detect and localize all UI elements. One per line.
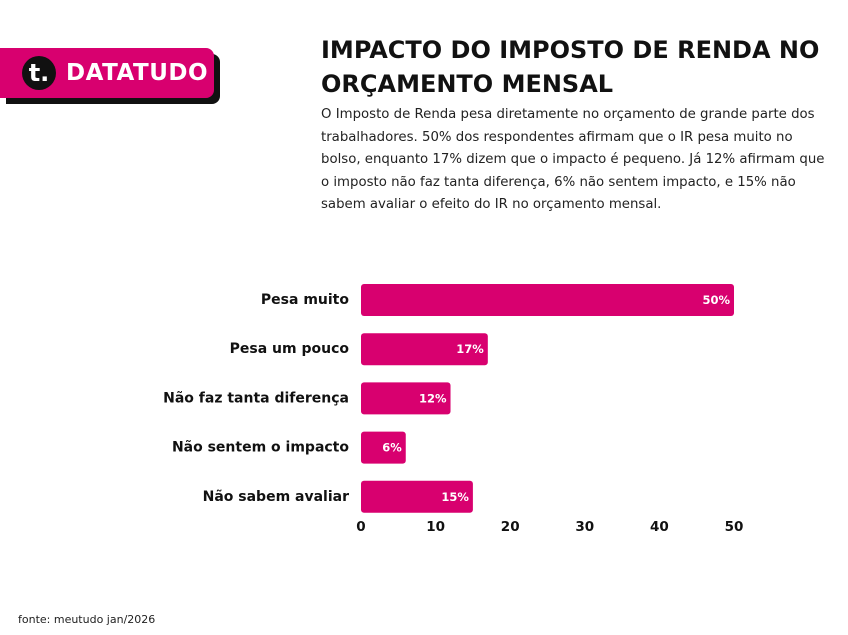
category-label: Não sabem avaliar	[203, 489, 349, 505]
x-tick-label: 10	[426, 519, 445, 535]
bar	[361, 382, 451, 415]
category-label: Não sentem o impacto	[172, 440, 349, 456]
logo-badge: t. DATATUDO	[0, 48, 214, 98]
data-label: 17%	[456, 342, 484, 356]
x-tick-label: 50	[725, 519, 744, 535]
bar	[361, 431, 406, 464]
data-label: 50%	[702, 293, 730, 307]
chart-subtitle: O Imposto de Renda pesa diretamente no o…	[321, 107, 825, 212]
bar-chart: Pesa muito 50% Pesa um pouco 17% Não faz tan…	[163, 284, 744, 535]
category-label: Não faz tanta diferença	[163, 390, 349, 406]
data-label: 15%	[441, 490, 469, 504]
data-label: 12%	[419, 391, 447, 405]
category-label: Pesa um pouco	[230, 341, 350, 357]
category-label: Pesa muito	[261, 292, 349, 308]
x-tick-label: 40	[650, 519, 669, 535]
bar	[361, 333, 488, 366]
chart-title: IMPACTO DO IMPOSTO DE RENDA NO ORÇAMENTO…	[321, 36, 820, 98]
source-note: fonte: meutudo jan/2026	[18, 613, 156, 626]
x-tick-label: 0	[356, 519, 365, 535]
brand-name: DATATUDO	[66, 60, 209, 86]
logo-mark-icon: t.	[22, 56, 56, 90]
bar	[361, 480, 473, 513]
data-label: 6%	[382, 441, 402, 455]
x-tick-label: 30	[575, 519, 594, 535]
bar	[361, 284, 734, 316]
brand-logo: t. DATATUDO	[0, 48, 220, 104]
x-tick-label: 20	[501, 519, 520, 535]
